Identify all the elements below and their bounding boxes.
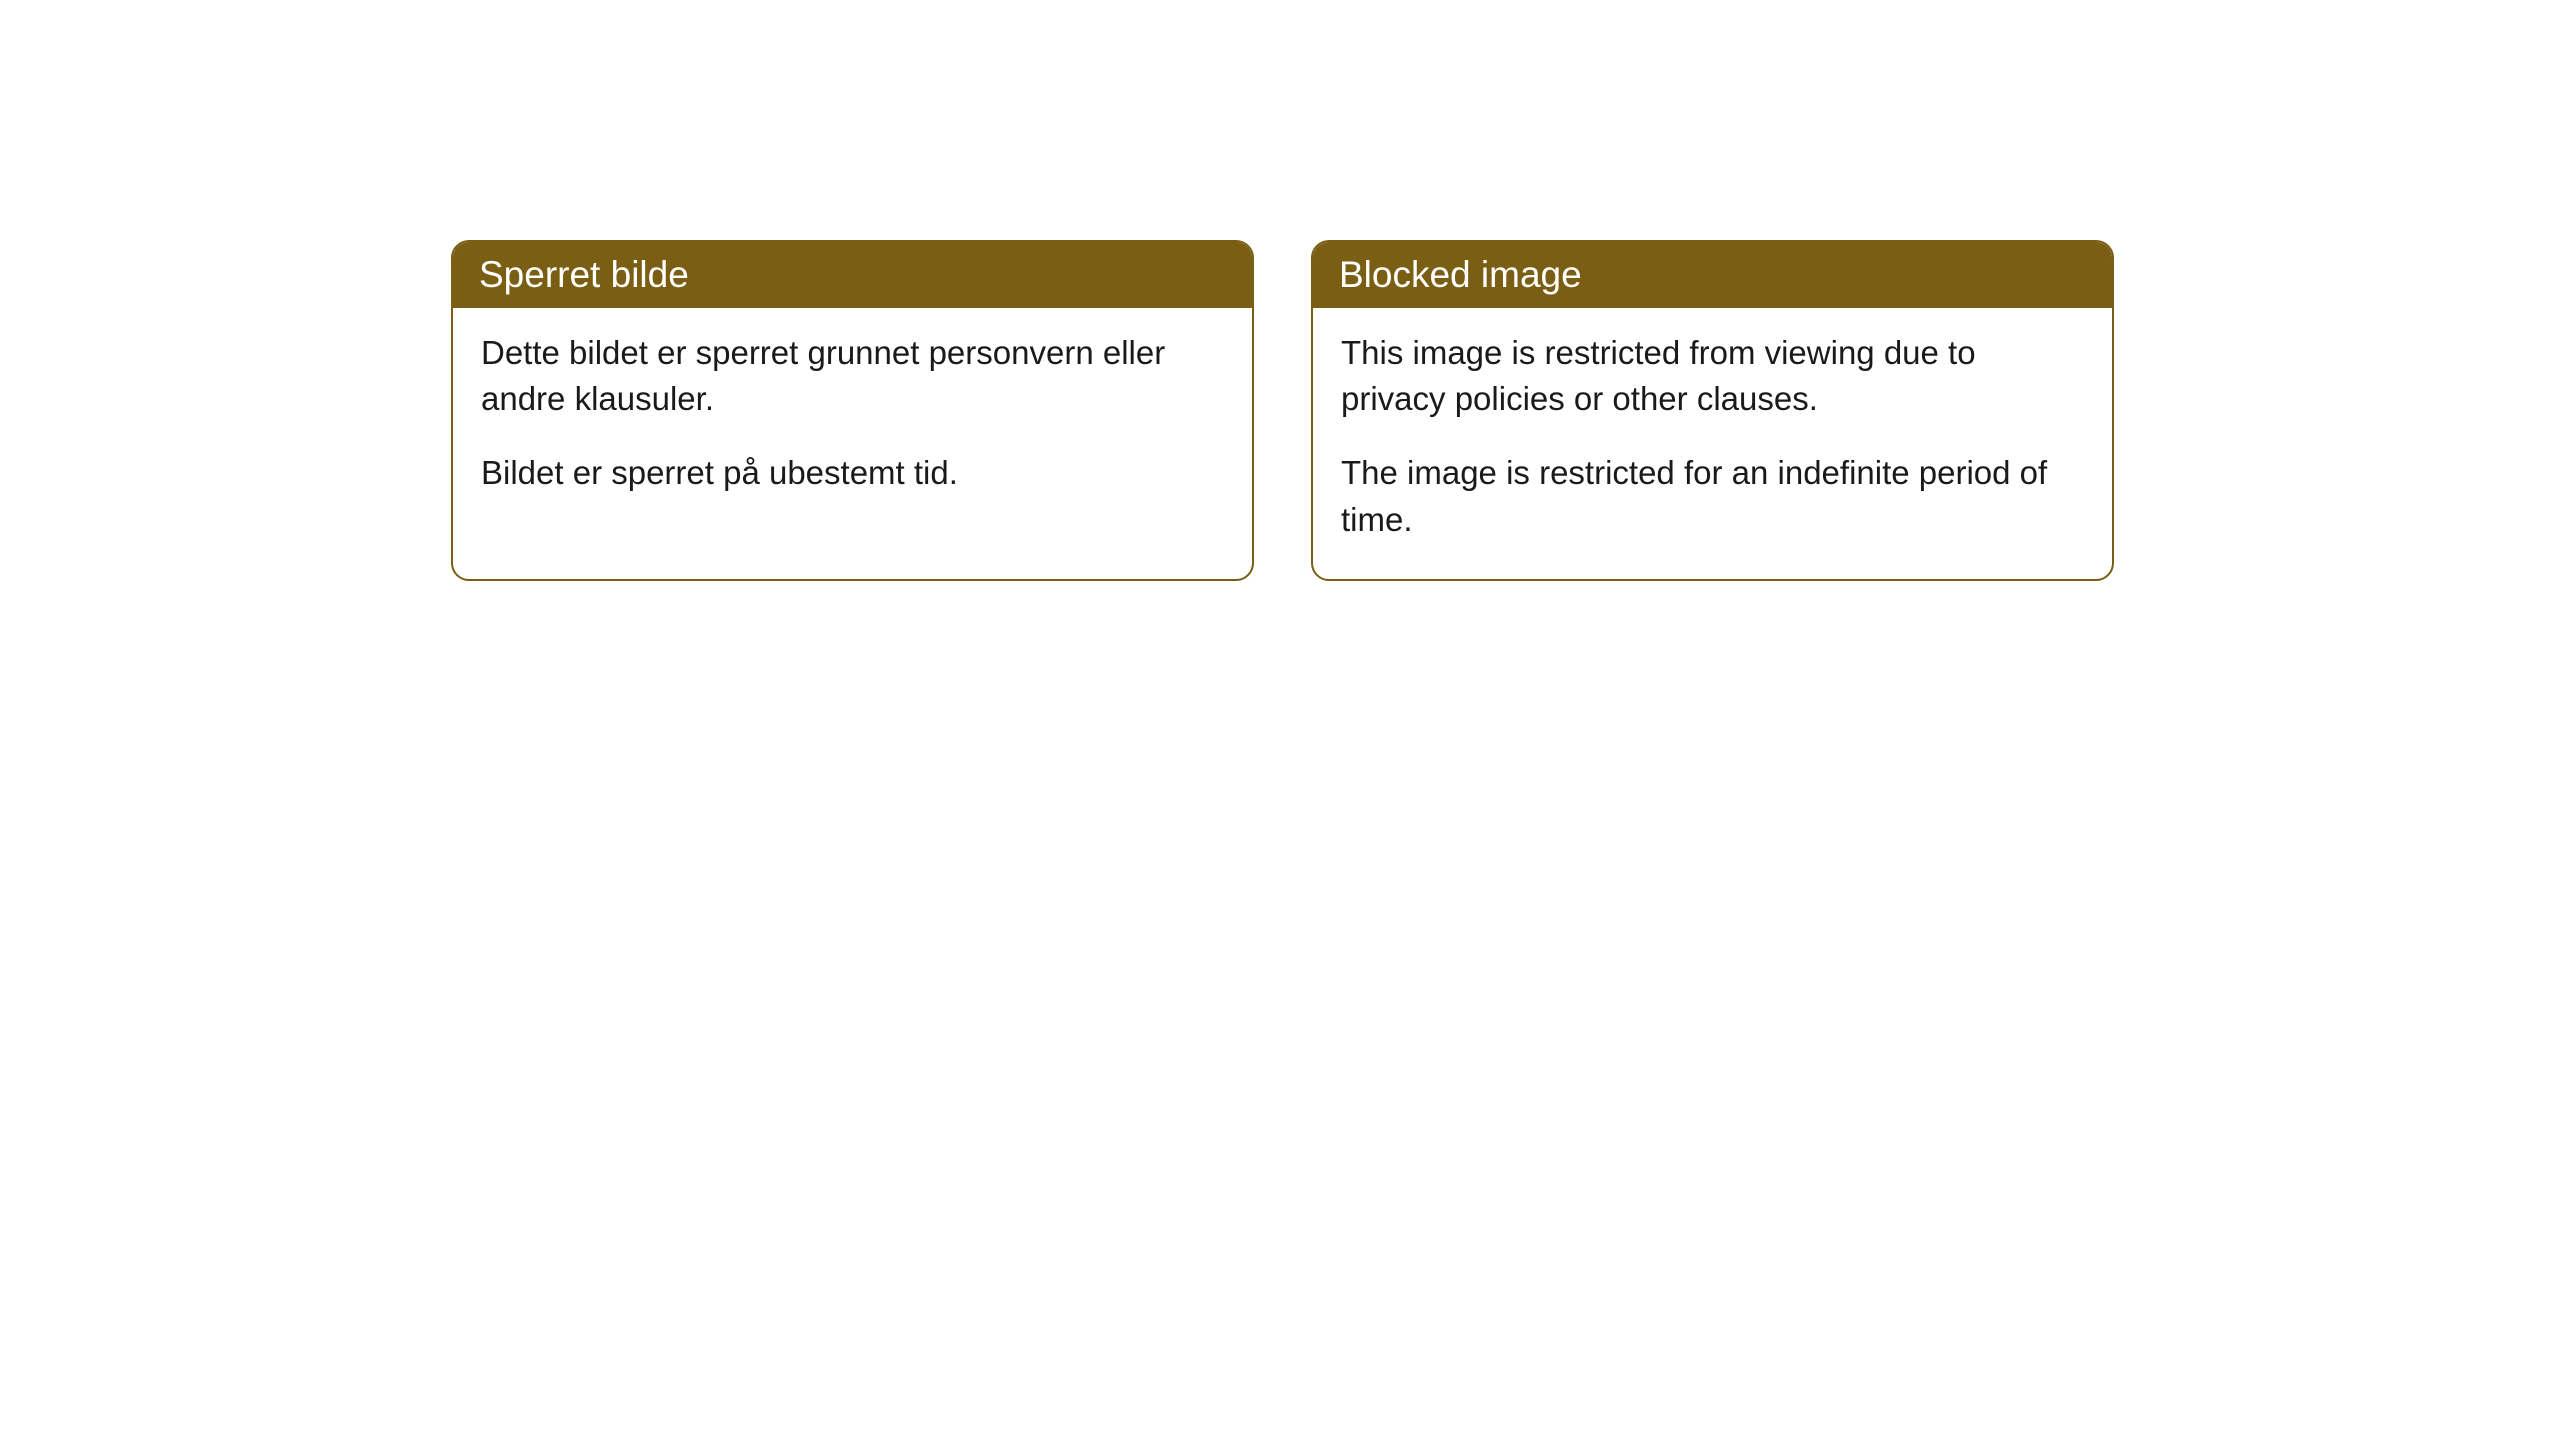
card-title: Blocked image bbox=[1339, 254, 1582, 295]
card-paragraph: The image is restricted for an indefinit… bbox=[1341, 450, 2084, 542]
card-paragraph: Bildet er sperret på ubestemt tid. bbox=[481, 450, 1224, 496]
card-body: Dette bildet er sperret grunnet personve… bbox=[453, 308, 1252, 533]
card-title: Sperret bilde bbox=[479, 254, 689, 295]
notice-cards-container: Sperret bilde Dette bildet er sperret gr… bbox=[451, 240, 2114, 581]
card-paragraph: Dette bildet er sperret grunnet personve… bbox=[481, 330, 1224, 422]
card-header: Blocked image bbox=[1313, 242, 2112, 308]
card-body: This image is restricted from viewing du… bbox=[1313, 308, 2112, 579]
card-paragraph: This image is restricted from viewing du… bbox=[1341, 330, 2084, 422]
blocked-image-card-norwegian: Sperret bilde Dette bildet er sperret gr… bbox=[451, 240, 1254, 581]
card-header: Sperret bilde bbox=[453, 242, 1252, 308]
blocked-image-card-english: Blocked image This image is restricted f… bbox=[1311, 240, 2114, 581]
